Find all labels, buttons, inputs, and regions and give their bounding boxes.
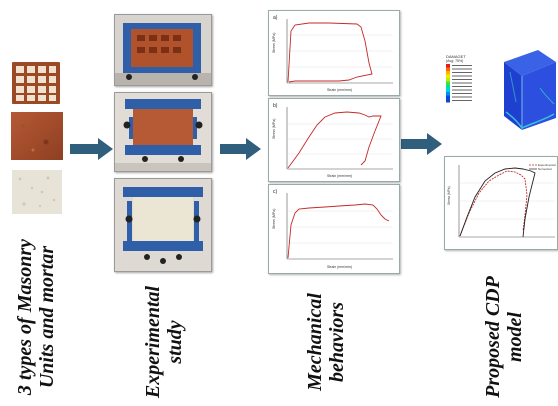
cdp-ylabel: Stress (MPa)	[447, 186, 451, 205]
stress-strain-plot-b: b) Stress (MPa) Strain (mm/mm)	[268, 98, 400, 182]
plot-c-tag: c)	[273, 189, 278, 195]
label-masonry-units-line2: Units and mortar	[36, 245, 58, 389]
masonry-units-group	[8, 62, 66, 222]
contour-legend-bar	[446, 64, 472, 103]
arrow-2-icon	[220, 138, 261, 160]
label-mechanical-behaviors: Mechanical behaviors	[304, 282, 348, 402]
fe-damage-contour: DAMAGET (Avg: 75%)	[444, 44, 558, 140]
label-experimental-study: Experimental study	[142, 282, 186, 402]
mortar-sample-image	[12, 170, 62, 214]
label-mechanical-line2: behaviors	[326, 302, 348, 382]
experiment-photo-2	[114, 92, 212, 172]
arrow-3-icon	[401, 133, 442, 155]
stress-strain-plot-c: c) Stress (MPa) Strain (mm/mm)	[268, 184, 400, 274]
experiment-photo-1	[114, 14, 212, 86]
label-proposed-cdp: Proposed CDP model	[482, 272, 526, 402]
plot-a-tag: a)	[273, 15, 278, 21]
plot-b-ylabel: Stress (MPa)	[272, 119, 276, 139]
plot-a-ylabel: Stress (MPa)	[272, 33, 276, 53]
label-experimental-line2: study	[164, 320, 186, 364]
perforated-brick-image	[12, 62, 60, 104]
plot-b-tag: b)	[273, 103, 278, 109]
plot-a-xlabel: Strain (mm/mm)	[327, 88, 352, 92]
contour-title: DAMAGET	[446, 54, 466, 59]
cdp-legend-numerical: Numerical	[538, 167, 552, 171]
plot-c-ylabel: Stress (MPa)	[272, 209, 276, 229]
experiment-photo-3	[114, 178, 212, 272]
plot-b-xlabel: Strain (mm/mm)	[327, 174, 352, 178]
label-cdp-line1: Proposed CDP	[482, 276, 504, 398]
cdp-validation-plot: Experimental Numerical Stress (MPa)	[444, 156, 558, 250]
cdp-legend-experimental: Experimental	[538, 163, 556, 167]
label-masonry-units-line1: 3 types of Masonry	[14, 238, 36, 396]
label-cdp-line2: model	[504, 312, 526, 362]
contour-subtitle: (Avg: 75%)	[446, 59, 464, 63]
plot-c-xlabel: Strain (mm/mm)	[327, 265, 352, 269]
fe-cube-model	[504, 50, 556, 130]
label-experimental-line1: Experimental	[142, 285, 164, 399]
label-mechanical-line1: Mechanical	[304, 293, 326, 391]
arrow-1-icon	[70, 138, 113, 160]
label-masonry-units: 3 types of Masonry Units and mortar	[14, 232, 58, 402]
stress-strain-plot-a: a) Stress (MPa) Strain (mm/mm)	[268, 10, 400, 96]
solid-brick-image	[11, 112, 63, 160]
